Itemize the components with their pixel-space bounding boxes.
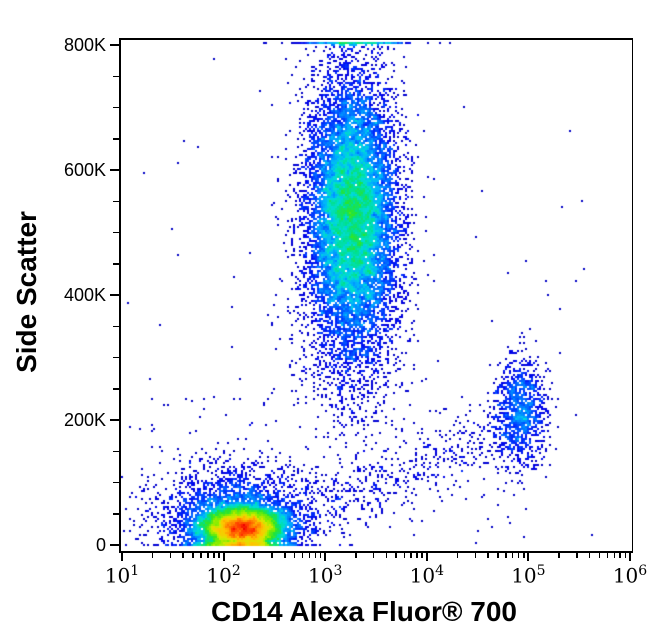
x-tick-label: 106 (612, 563, 648, 588)
x-tick-label: 105 (511, 563, 546, 588)
x-minor-tick (606, 553, 609, 558)
y-tick-label: 600K (63, 160, 106, 180)
x-minor-tick (355, 553, 357, 558)
x-minor-tick (395, 553, 397, 558)
x-minor-tick (182, 553, 184, 558)
x-major-tick (425, 553, 428, 561)
x-minor-tick (416, 553, 418, 558)
x-minor-tick (497, 553, 499, 558)
x-minor-tick (253, 553, 255, 558)
x-minor-tick (169, 553, 172, 558)
y-major-tick (110, 419, 119, 421)
x-minor-tick (218, 553, 220, 558)
x-major-tick (324, 553, 327, 561)
x-minor-tick (314, 553, 317, 558)
y-major-tick (110, 169, 119, 171)
x-minor-tick (319, 553, 322, 558)
x-minor-tick (523, 553, 525, 558)
x-minor-tick (308, 553, 311, 558)
x-minor-tick (576, 553, 578, 558)
x-minor-tick (385, 553, 388, 558)
x-minor-tick (372, 553, 375, 558)
x-minor-tick (487, 553, 489, 558)
x-major-tick (629, 553, 631, 561)
y-tick-label: 0 (95, 535, 106, 555)
y-axis-title: Side Scatter (11, 211, 42, 373)
x-minor-tick (598, 553, 601, 558)
x-minor-tick (301, 553, 304, 558)
x-minor-tick (200, 553, 202, 558)
x-tick-label: 101 (104, 563, 140, 588)
x-minor-tick (213, 553, 215, 558)
x-minor-tick (192, 553, 194, 558)
x-major-tick (527, 553, 530, 561)
x-minor-tick (456, 553, 459, 558)
x-minor-tick (613, 553, 615, 558)
x-minor-tick (588, 553, 591, 558)
x-minor-tick (511, 553, 514, 558)
x-tick-label: 104 (409, 563, 444, 588)
density-dot-plot-canvas (121, 40, 632, 551)
y-major-tick (110, 294, 119, 296)
x-minor-tick (410, 553, 412, 558)
x-tick-label: 103 (308, 563, 343, 588)
x-axis-title: CD14 Alexa Fluor® 700 (211, 596, 517, 627)
y-major-tick (110, 44, 119, 46)
x-minor-tick (271, 553, 273, 558)
x-major-tick (222, 553, 225, 561)
y-tick-label: 400K (63, 285, 106, 305)
x-minor-tick (624, 553, 627, 558)
plot-frame (119, 38, 633, 553)
x-minor-tick (403, 553, 405, 558)
x-major-tick (121, 553, 123, 561)
x-minor-tick (517, 553, 520, 558)
x-minor-tick (207, 553, 209, 558)
y-major-tick (110, 544, 119, 546)
x-minor-tick (619, 553, 621, 558)
x-tick-label: 102 (206, 563, 241, 588)
x-minor-tick (284, 553, 286, 558)
y-tick-label: 200K (63, 410, 106, 430)
x-minor-tick (505, 553, 507, 558)
x-minor-tick (151, 553, 154, 558)
x-minor-tick (474, 553, 477, 558)
x-minor-tick (293, 553, 296, 558)
y-tick-label: 800K (63, 35, 106, 55)
x-minor-tick (421, 553, 423, 558)
x-minor-tick (558, 553, 560, 558)
